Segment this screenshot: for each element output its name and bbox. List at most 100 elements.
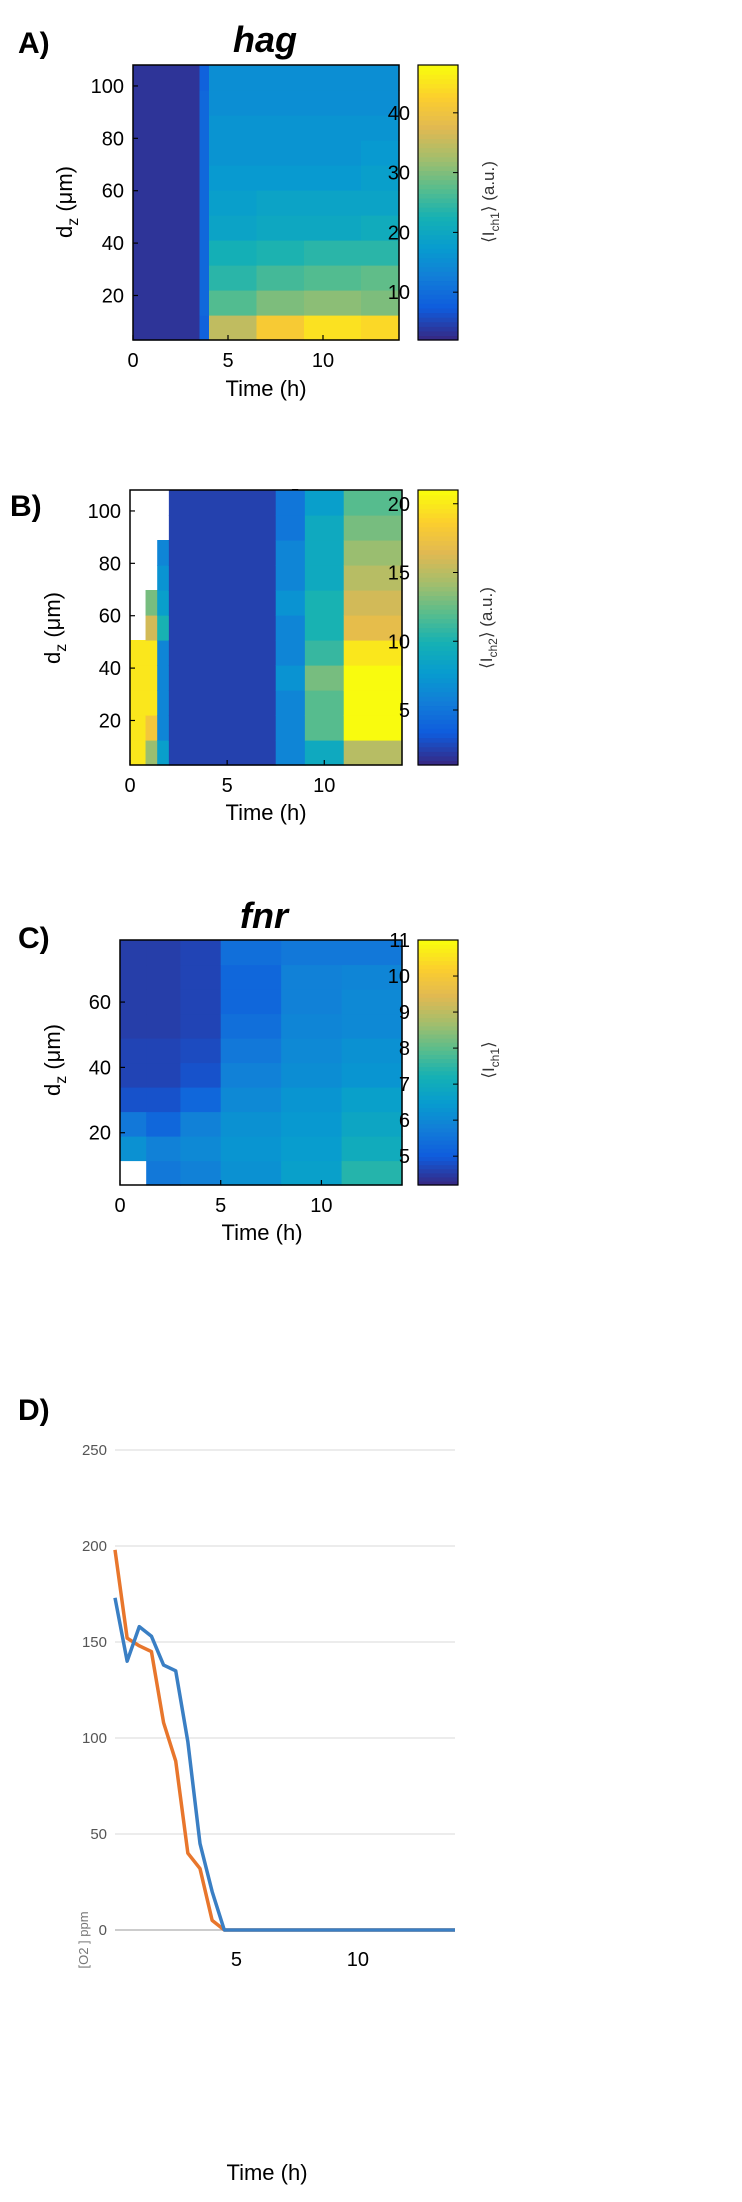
heatmap-cell [275, 665, 306, 691]
heatmap-cell [133, 115, 201, 141]
heatmap-cell [120, 940, 147, 966]
colorbar-swatch [418, 225, 458, 231]
heatmap-cell [343, 565, 403, 591]
colorbar-swatch [418, 1091, 458, 1096]
colorbar-frame [417, 64, 459, 341]
colorbar-tick-label: 5 [399, 1146, 410, 1168]
heatmap-cell [130, 640, 147, 666]
colorbar-swatch [418, 976, 458, 982]
colorbar-swatch [418, 216, 458, 222]
colorbar-swatch [418, 1029, 458, 1035]
colorbar-swatch [418, 968, 458, 974]
colorbar-swatch [418, 572, 458, 578]
heatmap-cell [180, 1111, 222, 1137]
heatmap-cell [220, 1111, 282, 1137]
heatmap-cell [146, 964, 182, 990]
colorbar-tick-label: 40 [388, 103, 410, 125]
y-tick-label: 40 [89, 1057, 111, 1079]
heatmap-cell [168, 590, 277, 616]
heatmap-cell [146, 989, 182, 1015]
colorbar-tick-label: 10 [388, 282, 410, 304]
colorbar-swatch [418, 207, 458, 213]
heatmap-cell [256, 315, 305, 341]
heatmap-cell [343, 490, 403, 516]
colorbar-swatch [418, 737, 458, 743]
colorbar-swatch [418, 129, 458, 135]
heatmap-cell [209, 140, 258, 166]
heatmap-cell [199, 115, 210, 141]
y-tick-label: 20 [99, 710, 121, 732]
colorbar-swatch [418, 1025, 458, 1031]
colorbar-tick-label: 11 [389, 930, 410, 952]
colorbar-swatch [418, 563, 458, 569]
colorbar-swatch [418, 115, 458, 121]
heatmap-cell [168, 665, 277, 691]
heatmap-cell [209, 115, 258, 141]
heatmap-cell [304, 640, 345, 666]
colorbar-swatch [418, 110, 458, 117]
heatmap-cell [145, 665, 158, 691]
colorbar-swatch [418, 659, 458, 665]
x-tick-label: 10 [312, 350, 334, 372]
colorbar-swatch [418, 989, 458, 994]
y-tick-label: 40 [99, 658, 121, 680]
heatmap-cell [304, 515, 345, 541]
colorbar-swatch [418, 554, 458, 560]
panel-a-axes: 0 5 10 20 40 60 80 100 [91, 76, 335, 372]
colorbar-tick-label: 10 [388, 631, 410, 653]
heatmap-cell [168, 740, 277, 766]
colorbar-swatch [418, 161, 458, 167]
heatmap-cell [145, 740, 158, 766]
colorbar-swatch [418, 1107, 458, 1113]
heatmap-cell [133, 140, 201, 166]
colorbar-swatch [418, 165, 458, 172]
colorbar-tick-label: 8 [399, 1038, 410, 1060]
colorbar-swatch [418, 1082, 458, 1088]
x-tick-label: 0 [124, 775, 135, 797]
colorbar-swatch [418, 595, 458, 601]
heatmap-cell [304, 165, 362, 191]
colorbar-swatch [418, 948, 458, 953]
panel-a-xlabel: Time (h) [225, 376, 306, 401]
colorbar-swatch [418, 156, 458, 162]
colorbar-swatch [418, 106, 458, 112]
colorbar-swatch [418, 719, 458, 725]
colorbar-swatch [418, 723, 458, 729]
colorbar-swatch [418, 503, 458, 509]
heatmap-cell [343, 690, 403, 716]
x-tick-label: 5 [222, 350, 233, 372]
colorbar-swatch [418, 252, 458, 259]
colorbar-swatch [418, 1111, 458, 1117]
heatmap-cell [304, 190, 362, 216]
heatmap-cell [180, 940, 222, 966]
heatmap-cell [199, 140, 210, 166]
panel-d-xlabel: Time (h) [226, 2160, 307, 2185]
heatmap-cell [146, 1160, 182, 1186]
heatmap-cell [168, 640, 277, 666]
y-tick-label: 60 [89, 992, 111, 1014]
x-tick-label: 5 [222, 775, 233, 797]
heatmap-cell [220, 964, 282, 990]
heatmap-cell [341, 989, 403, 1015]
colorbar-swatch [418, 714, 458, 720]
x-tick-label: 10 [313, 775, 335, 797]
colorbar-swatch [418, 522, 458, 528]
heatmap-cell [256, 240, 305, 266]
y-tick-label: 60 [99, 606, 121, 628]
colorbar-tick-label: 7 [399, 1074, 410, 1096]
colorbar-swatch [418, 1144, 458, 1149]
heatmap-cell [343, 540, 403, 566]
colorbar-swatch [418, 687, 458, 693]
heatmap-cell [304, 715, 345, 741]
heatmap-cell [304, 90, 362, 116]
heatmap-cell [180, 989, 222, 1015]
colorbar-swatch [418, 1070, 458, 1076]
heatmap-cell [281, 1038, 343, 1064]
heatmap-cell [199, 190, 210, 216]
panel-b-axes: 0 5 10 20 40 60 80 100 [88, 501, 336, 797]
colorbar-swatch [418, 632, 458, 638]
heatmap-cell [133, 215, 201, 241]
heatmap-cell [361, 315, 400, 341]
colorbar-swatch [418, 1164, 458, 1170]
heatmap-cell [341, 1038, 403, 1064]
